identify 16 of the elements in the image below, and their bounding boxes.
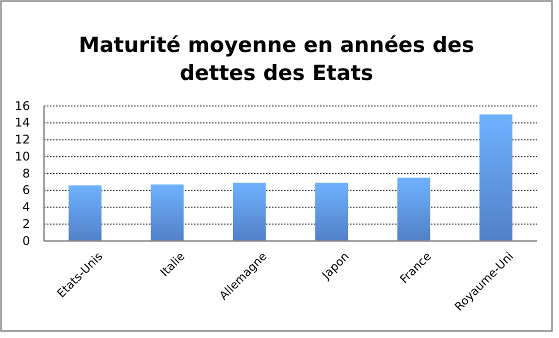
bar bbox=[397, 178, 430, 241]
bar bbox=[232, 182, 266, 241]
y-tick-label: 16 bbox=[14, 98, 30, 113]
bar bbox=[150, 184, 184, 241]
y-tick-label: 12 bbox=[14, 132, 30, 147]
y-tick-label: 6 bbox=[22, 183, 30, 198]
y-tick-label: 8 bbox=[22, 166, 30, 180]
y-tick-label: 0 bbox=[22, 234, 30, 248]
y-tick-label: 10 bbox=[14, 149, 30, 164]
bar bbox=[315, 182, 348, 241]
chart-title: Maturité moyenne en années des dettes des Etats bbox=[78, 33, 474, 85]
y-tick-label: 4 bbox=[22, 200, 30, 214]
y-tick-label: 2 bbox=[22, 216, 30, 231]
y-tick-label: 14 bbox=[14, 116, 30, 130]
bar bbox=[68, 185, 102, 241]
bar bbox=[479, 114, 512, 241]
